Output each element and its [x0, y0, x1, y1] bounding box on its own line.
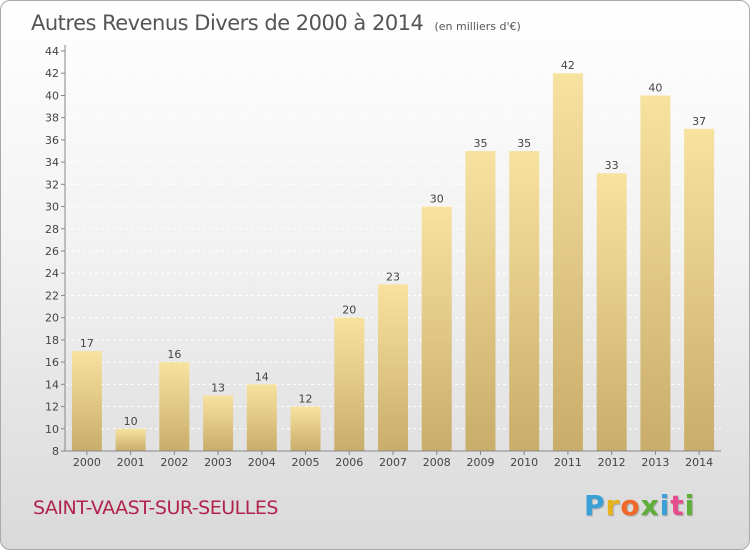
bar-value-label: 33 [605, 159, 619, 172]
x-tick-label: 2014 [685, 456, 713, 469]
y-tick-label: 26 [45, 245, 59, 258]
chart-header: Autres Revenus Divers de 2000 à 2014 (en… [31, 11, 521, 35]
y-tick-label: 32 [45, 178, 59, 191]
bar [421, 206, 452, 451]
y-tick-label: 14 [45, 378, 59, 391]
brand-letter: x [640, 489, 660, 522]
brand-letter: t [670, 489, 685, 522]
bar-chart: 8 10 12 14 16 18 20 22 24 26 28 30 32 34 36 38 40 42 44 17 2… [45, 45, 721, 469]
x-tick-label: 2004 [248, 456, 276, 469]
bar-value-label: 13 [211, 381, 225, 394]
y-tick-label: 28 [45, 223, 59, 236]
y-tick-label: 30 [45, 201, 59, 214]
y-tick-label: 10 [45, 423, 59, 436]
bar [159, 362, 190, 451]
bar [334, 317, 365, 451]
bar [509, 151, 540, 451]
x-tick-label: 2009 [466, 456, 494, 469]
bar [203, 395, 234, 451]
bar-value-label: 10 [124, 415, 138, 428]
bar-value-label: 30 [430, 193, 444, 206]
y-tick-label: 36 [45, 134, 59, 147]
brand-letter: o [620, 489, 641, 522]
y-tick-label: 22 [45, 289, 59, 302]
x-tick-label: 2011 [554, 456, 582, 469]
y-tick-label: 42 [45, 67, 59, 80]
bar [290, 406, 321, 451]
y-tick-label: 40 [45, 89, 59, 102]
y-tick-label: 12 [45, 401, 59, 414]
bar [640, 95, 671, 451]
bar [246, 384, 277, 451]
x-tick-label: 2000 [73, 456, 101, 469]
brand-letter: i [684, 489, 696, 522]
brand-letter: r [605, 489, 621, 522]
bar [115, 428, 146, 451]
y-tick-label: 8 [52, 445, 59, 458]
brand-letter: P [584, 489, 606, 522]
bar [596, 173, 627, 451]
bar [378, 284, 408, 451]
y-tick-label: 24 [45, 267, 59, 280]
x-tick-label: 2012 [598, 456, 626, 469]
chart-title: Autres Revenus Divers de 2000 à 2014 [31, 11, 424, 35]
y-tick-label: 16 [45, 356, 59, 369]
bar [465, 151, 496, 451]
bar-value-label: 16 [167, 348, 181, 361]
bar-value-label: 42 [561, 59, 575, 72]
bar-value-label: 14 [255, 370, 269, 383]
bar-value-label: 35 [473, 137, 487, 150]
x-tick-label: 2007 [379, 456, 407, 469]
y-tick-label: 20 [45, 312, 59, 325]
x-tick-label: 2005 [292, 456, 320, 469]
bar [684, 128, 715, 451]
bar-value-label: 40 [648, 81, 662, 94]
bar-value-label: 37 [692, 115, 706, 128]
bar-value-label: 20 [342, 304, 356, 317]
x-tick-label: 2008 [423, 456, 451, 469]
y-tick-label: 18 [45, 334, 59, 347]
bar [71, 351, 102, 451]
x-tick-label: 2013 [641, 456, 669, 469]
bar-value-label: 12 [299, 393, 313, 406]
y-tick-label: 38 [45, 112, 59, 125]
location-name: SAINT-VAAST-SUR-SEULLES [33, 497, 278, 519]
chart-subtitle: (en milliers d'€) [434, 20, 521, 33]
y-tick-label: 44 [45, 45, 59, 58]
x-tick-label: 2001 [117, 456, 145, 469]
x-tick-label: 2002 [160, 456, 188, 469]
y-tick-label: 34 [45, 156, 59, 169]
bar-value-label: 23 [386, 270, 400, 283]
x-tick-label: 2006 [335, 456, 363, 469]
bar-value-label: 35 [517, 137, 531, 150]
bar [552, 73, 583, 451]
x-tick-label: 2003 [204, 456, 232, 469]
bar-value-label: 17 [80, 337, 94, 350]
brand-letter: i [659, 489, 671, 522]
brand-logo: Proxiti [584, 489, 695, 522]
x-tick-label: 2010 [510, 456, 538, 469]
